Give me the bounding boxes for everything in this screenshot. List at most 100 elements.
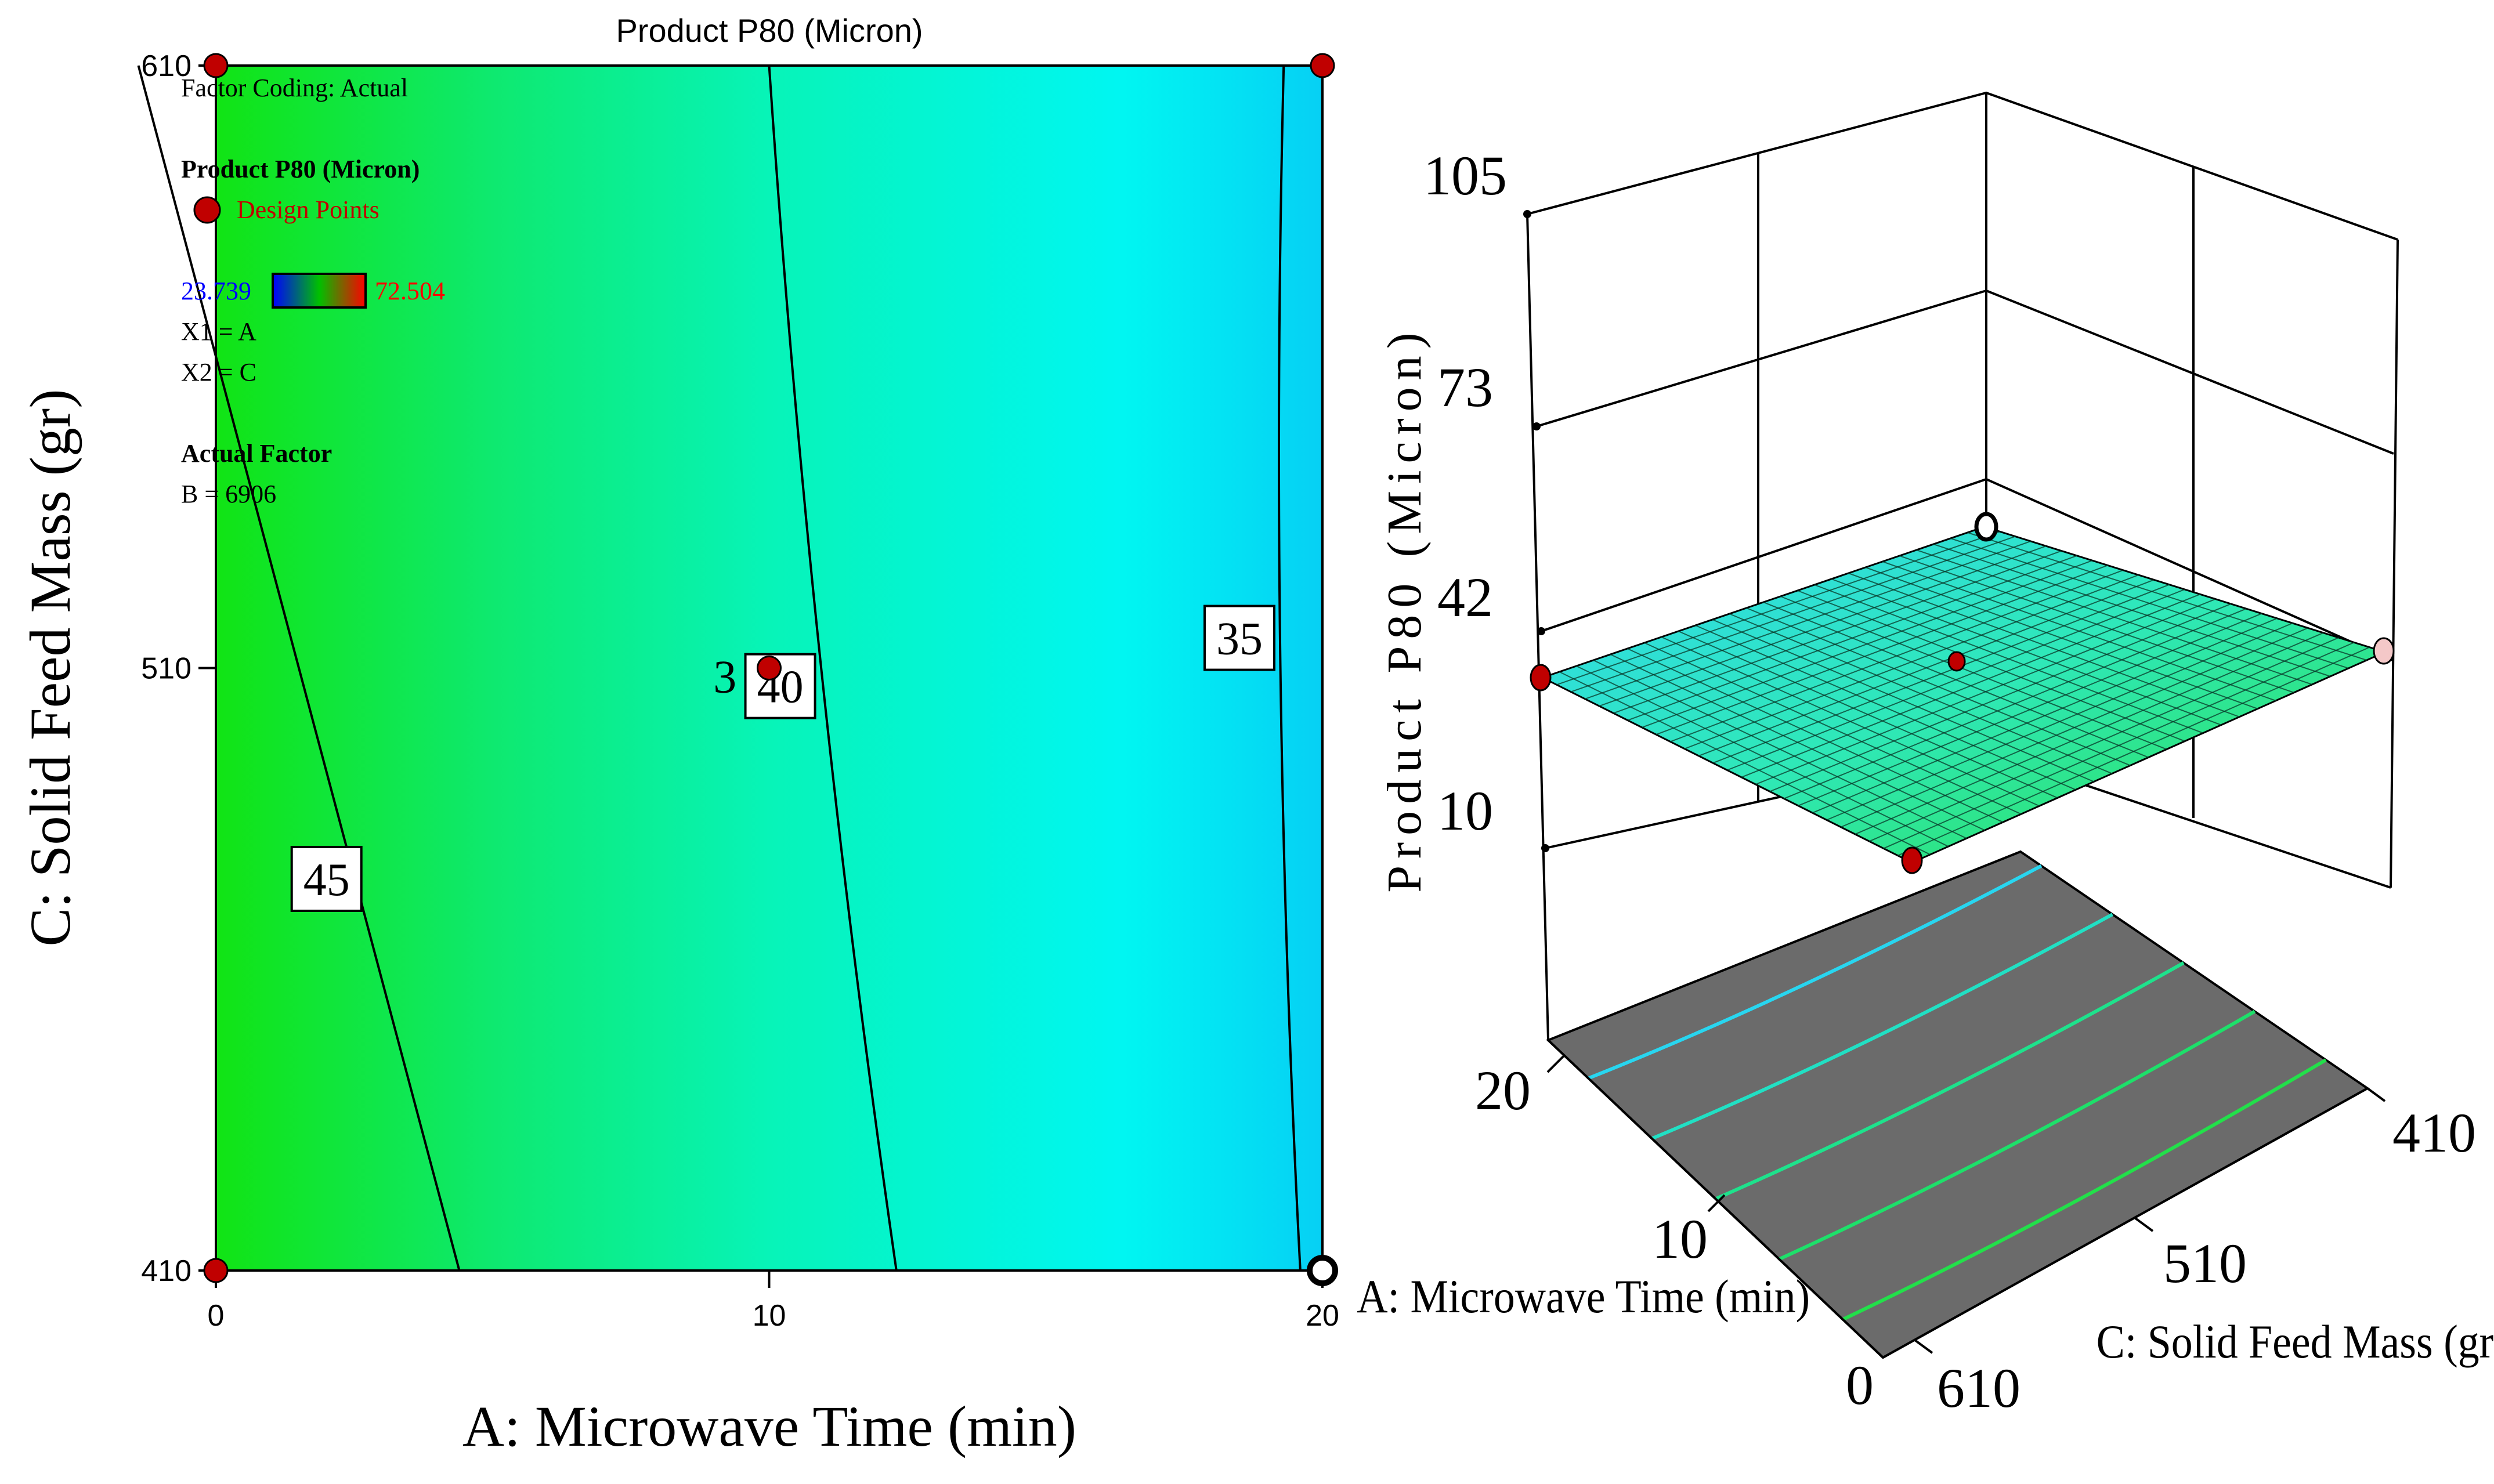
surface-z-axis-label: Product P80 (Micron) [1378,325,1432,892]
mesh-line-u-14 [1780,596,2167,750]
y-tick-label: 610 [141,49,191,83]
legend-range-low: 23.739 [181,277,251,305]
legend-actual-factor-value: B = 6906 [181,480,276,508]
z-tick-label: 10 [1437,780,1493,842]
grid-back-wall-z4 [1986,478,2393,661]
grid-back-wall-z3 [1541,478,1987,632]
z-tick-mark-0 [1523,210,1531,218]
floor-contour-0 [1588,864,2043,1080]
mesh-line-u-18 [1848,573,2240,718]
mesh-line-v-13 [1727,589,2185,771]
surface-design-point-2 [2373,637,2395,665]
mesh-line-v-17 [1784,608,2247,799]
design-point-1 [1310,53,1335,78]
axis-c-line [1882,1087,2368,1359]
surface-design-point-0 [1530,664,1552,692]
a-tick-label: 20 [1475,1059,1531,1121]
contour-design-points [203,53,1338,1286]
mesh-line-v-14 [1741,593,2200,778]
design-point-3 [203,1258,229,1283]
floor-contour-1 [1651,913,2113,1141]
x-tick-label: 10 [753,1299,786,1333]
contour-label-35: 35 [1216,614,1263,665]
legend-color-bar [272,273,367,309]
mesh-line-v-22 [1855,632,2324,835]
x-tick-label: 0 [208,1299,225,1333]
mesh-line-u-17 [1831,578,2222,726]
y-tick-label: 410 [141,1254,191,1288]
a-tick-label: 0 [1846,1354,1874,1416]
legend-actual-factor-heading: Actual Factor [181,439,332,468]
contour-x-axis-label: A: Microwave Time (min) [462,1394,1076,1458]
frame-left-vertical [1526,213,1549,1041]
surface-design-point-3 [1901,846,1923,874]
surface-design-point-1 [1947,651,1966,672]
mesh-line-u-15 [1797,590,2185,742]
c-tick-mark-2 [1914,1339,1933,1354]
mesh-line-v-24 [1883,642,2355,849]
floor-contours [1588,864,2327,1322]
z-tick-label: 42 [1437,566,1493,628]
a-tick-mark-0 [1546,1055,1565,1073]
mesh-line-u-25 [1967,532,2367,661]
frame-left-wall-top [1527,91,2398,241]
c-tick-label: 510 [2163,1232,2247,1294]
floor-contour-2 [1715,961,2185,1201]
contour-line-40 [768,65,898,1271]
z-tick-mark-1 [1532,422,1541,430]
mesh-line-v-15 [1755,598,2216,785]
legend-response-title: Product P80 (Micron) [181,155,420,183]
z-tick-label: 73 [1437,356,1493,418]
contour-line-45 [137,65,461,1271]
legend-factor-coding: Factor Coding: Actual [181,74,408,102]
contour-title: Product P80 (Micron) [616,12,923,49]
contour-label-45: 45 [303,855,350,906]
mesh-line-u-19 [1865,567,2258,710]
grid-back-wall-z1 [1536,289,1987,428]
c-tick-label: 610 [1937,1357,2020,1419]
legend-design-points-label: Design Points [237,196,379,224]
c-tick-label: 410 [2392,1102,2476,1164]
mesh-line-u-22 [1916,549,2312,685]
surface-mesh [1556,531,2370,856]
contour-overlap-label: 3 [713,652,736,703]
surface-ticks: 105 73 42 10 20 10 0 410 510 610 [1423,144,2476,1419]
grid-back-wall-z2 [1986,289,2394,455]
mesh-line-v-16 [1769,603,2231,792]
legend-design-point-icon [193,196,221,224]
mesh-line-u-23 [1933,544,2331,677]
mesh-line-v-25 [1897,646,2370,856]
frame-right-vertical [2390,239,2399,888]
mesh-line-v-23 [1869,637,2339,842]
z-tick-mark-2 [1537,627,1545,635]
contour-label-box-35 [1203,605,1275,671]
surface-y-axis-label: C: Solid Feed Mass (gr) [2097,1315,2494,1367]
mesh-line-v-18 [1798,613,2262,806]
mesh-line-u-21 [1899,555,2294,693]
mesh-line-u-20 [1882,561,2276,701]
surface-design-points [1530,512,2395,874]
mesh-line-u-24 [1950,538,2349,669]
a-tick-label: 10 [1652,1208,1708,1270]
x-tick-label: 20 [1306,1299,1339,1333]
mesh-line-v-21 [1841,627,2308,828]
mesh-line-u-16 [1814,584,2203,734]
floor-contour-4 [1842,1058,2327,1322]
z-tick-label: 105 [1423,144,1507,207]
a-tick-mark-1 [1707,1194,1726,1212]
contour-y-axis-label: C: Solid Feed Mass (gr) [18,389,82,946]
surface-frame-back [1526,91,2399,1041]
contour-label-box-45 [290,845,363,912]
mesh-line-v-20 [1826,622,2293,821]
contour-line-35 [1278,65,1302,1271]
contour-lines [137,65,1302,1271]
legend-range-high: 72.504 [375,277,445,305]
surface-chart: 105 73 42 10 20 10 0 410 510 610 Product P80 (Mic… [1357,91,2494,1419]
surface-x-axis-label: A: Microwave Time (min) [1357,1269,1810,1322]
floor-contour-3 [1778,1009,2256,1261]
c-tick-mark-1 [2134,1217,2154,1232]
